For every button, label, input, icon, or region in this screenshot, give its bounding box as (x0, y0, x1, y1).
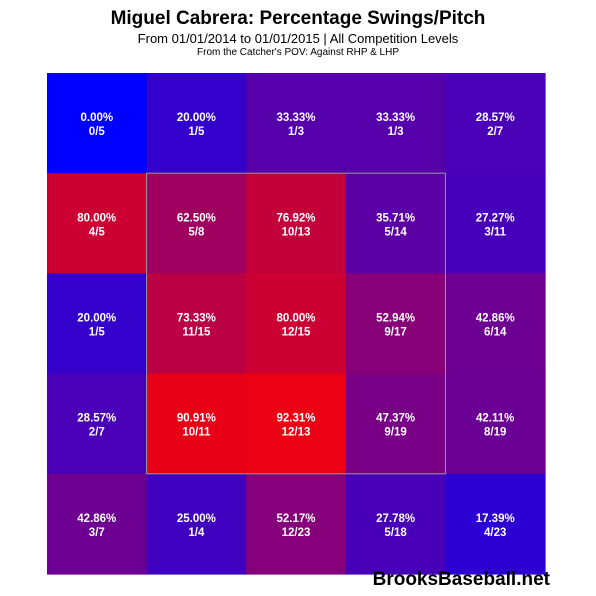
cell-percentage-label: 33.33% (276, 112, 315, 124)
heatmap-cell-r3-c0 (47, 373, 148, 475)
cell-percentage-label: 80.00% (77, 212, 116, 224)
cell-count-label: 2/7 (487, 126, 503, 138)
cell-count-label: 9/17 (384, 327, 406, 339)
cell-count-label: 12/13 (282, 427, 311, 439)
heatmap-cell-r4-c1 (146, 473, 247, 575)
cell-percentage-label: 25.00% (177, 513, 216, 525)
brooksbaseball-watermark: BrooksBaseball.net (372, 569, 550, 590)
heatmap-cell-r2-c3 (345, 273, 446, 375)
cell-percentage-label: 20.00% (77, 313, 116, 325)
cell-percentage-label: 17.39% (476, 513, 515, 525)
heatmap-cell-r0-c1 (146, 73, 247, 174)
heatmap-cell-r3-c3 (345, 373, 446, 475)
cell-count-label: 4/5 (89, 226, 106, 238)
heatmap-cell-r1-c2 (246, 173, 347, 274)
cell-percentage-label: 33.33% (376, 112, 415, 124)
heatmap-cell-r2-c2 (246, 273, 347, 375)
heatmap-cell-r0-c2 (246, 73, 347, 174)
heatmap-cell-r0-c0 (47, 73, 148, 174)
cell-count-label: 4/23 (484, 527, 506, 539)
cell-count-label: 1/4 (188, 527, 205, 539)
cell-count-label: 5/18 (384, 527, 407, 539)
heatmap-cell-r4-c2 (246, 473, 347, 575)
heatmap-cell-r1-c0 (47, 173, 148, 274)
strike-zone-outline (146, 172, 446, 475)
cell-percentage-label: 62.50% (177, 212, 216, 224)
heatmap-cell-r4-c4 (445, 473, 546, 575)
heatmap-cell-r4-c3 (345, 473, 446, 575)
cell-count-label: 11/15 (182, 327, 211, 339)
heatmap-cell-r1-c4 (445, 173, 546, 274)
cell-percentage-label: 27.78% (376, 513, 415, 525)
heatmap-cell-r2-c0 (47, 273, 148, 375)
heatmap-cell-r1-c3 (345, 173, 446, 274)
cell-count-label: 0/5 (89, 126, 106, 138)
cell-count-label: 2/7 (89, 427, 105, 439)
cell-percentage-label: 52.94% (376, 313, 415, 325)
cell-percentage-label: 20.00% (177, 112, 216, 124)
cell-percentage-label: 0.00% (80, 112, 113, 124)
cell-count-label: 1/3 (388, 126, 404, 138)
cell-percentage-label: 42.86% (476, 313, 515, 325)
cell-percentage-label: 35.71% (376, 212, 415, 224)
cell-percentage-label: 28.57% (77, 413, 116, 425)
chart-subtitle: From 01/01/2014 to 01/01/2015 | All Comp… (137, 31, 459, 46)
cell-count-label: 6/14 (484, 327, 507, 339)
cell-percentage-label: 28.57% (476, 112, 515, 124)
chart-subtitle-pov: From the Catcher's POV: Against RHP & LH… (197, 47, 399, 58)
heatmap-cell-r2-c1 (146, 273, 247, 375)
cell-percentage-label: 76.92% (276, 212, 315, 224)
heatmap-cell-r0-c3 (345, 73, 446, 174)
cell-percentage-label: 80.00% (276, 313, 315, 325)
cell-count-label: 12/15 (282, 327, 311, 339)
cell-percentage-label: 27.27% (476, 212, 515, 224)
cell-percentage-label: 52.17% (276, 513, 315, 525)
cell-count-label: 1/5 (188, 126, 205, 138)
cell-count-label: 9/19 (384, 427, 406, 439)
heatmap-cell-r3-c2 (246, 373, 347, 475)
cell-count-label: 10/11 (182, 427, 211, 439)
heatmap-cell-r3-c1 (146, 373, 247, 475)
cell-count-label: 1/3 (288, 126, 304, 138)
cell-count-label: 12/23 (282, 527, 311, 539)
cell-count-label: 3/7 (89, 527, 105, 539)
cell-count-label: 3/11 (484, 226, 506, 238)
cell-count-label: 10/13 (282, 226, 311, 238)
heatmap-cell-r2-c4 (445, 273, 546, 375)
cell-percentage-label: 73.33% (177, 313, 216, 325)
cell-count-label: 5/8 (188, 226, 205, 238)
heatmap-cell-r3-c4 (445, 373, 546, 475)
chart-title: Miguel Cabrera: Percentage Swings/Pitch (110, 8, 486, 29)
heatmap-cell-r4-c0 (47, 473, 148, 575)
cell-count-label: 1/5 (89, 327, 106, 339)
cell-percentage-label: 42.11% (476, 413, 514, 425)
cell-percentage-label: 47.37% (376, 413, 415, 425)
cell-percentage-label: 42.86% (77, 513, 116, 525)
heatmap-cell-r1-c1 (146, 173, 247, 274)
heatmap-cell-r0-c4 (445, 73, 546, 174)
cell-percentage-label: 92.31% (276, 413, 315, 425)
cell-percentage-label: 90.91% (177, 413, 216, 425)
cell-count-label: 5/14 (384, 226, 407, 238)
cell-count-label: 8/19 (484, 427, 506, 439)
